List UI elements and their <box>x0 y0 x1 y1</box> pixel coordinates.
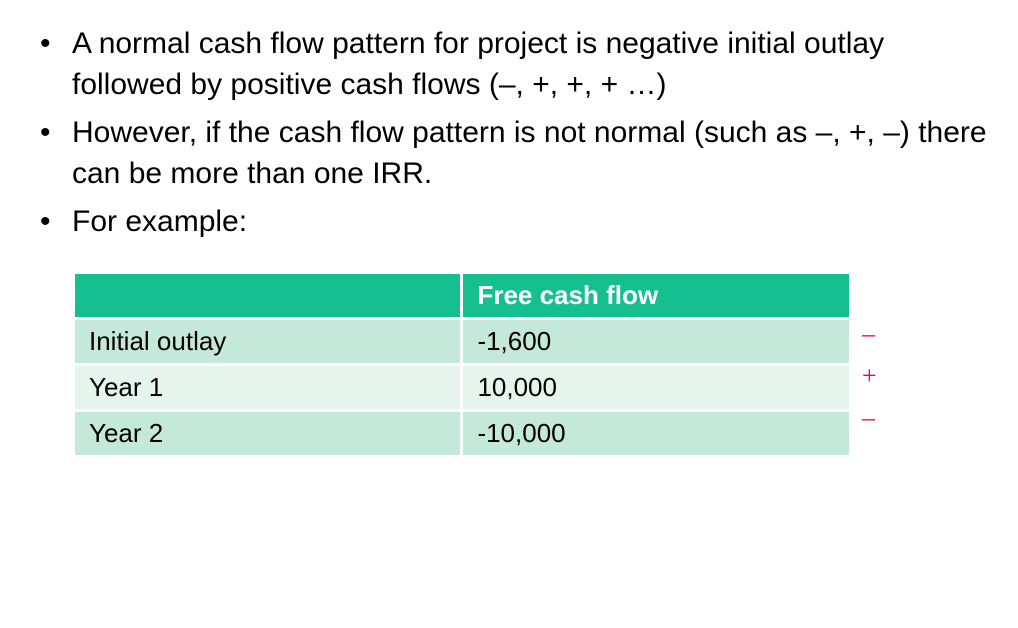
table-header-fcf: Free cash flow <box>462 272 851 318</box>
cashflow-table-wrap: Free cash flow Initial outlay -1,600 Yea… <box>72 271 990 458</box>
cashflow-table: Free cash flow Initial outlay -1,600 Yea… <box>72 271 852 458</box>
row-label: Year 1 <box>74 364 462 410</box>
table-row: Initial outlay -1,600 <box>74 318 851 364</box>
row-label: Year 2 <box>74 410 462 456</box>
table-header-blank <box>74 272 462 318</box>
row-value: 10,000 <box>462 364 851 410</box>
bullet-item: However, if the cash flow pattern is not… <box>28 113 990 194</box>
row-label: Initial outlay <box>74 318 462 364</box>
table-header-row: Free cash flow <box>74 272 851 318</box>
bullet-item: For example: <box>28 202 990 243</box>
annotation-minus-icon: – <box>862 405 875 431</box>
row-value: -10,000 <box>462 410 851 456</box>
annotation-minus-icon: – <box>862 321 875 347</box>
table-row: Year 2 -10,000 <box>74 410 851 456</box>
annotation-plus-icon: + <box>862 363 877 389</box>
bullet-item: A normal cash flow pattern for project i… <box>28 24 990 105</box>
bullet-list: A normal cash flow pattern for project i… <box>28 24 990 243</box>
row-value: -1,600 <box>462 318 851 364</box>
table-row: Year 1 10,000 <box>74 364 851 410</box>
slide: A normal cash flow pattern for project i… <box>0 0 1018 628</box>
